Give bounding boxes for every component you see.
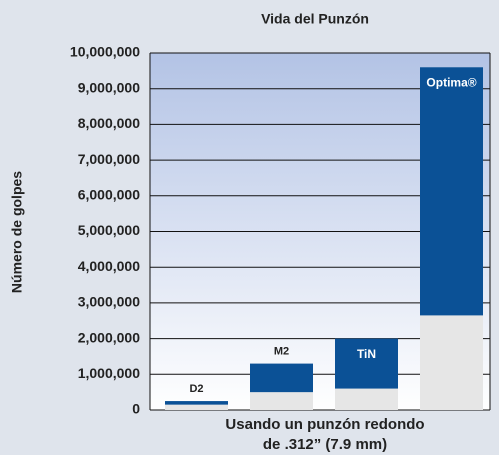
bar-label: TiN	[357, 347, 376, 361]
chart-title: Vida del Punzón	[261, 11, 369, 27]
x-axis-label: de .312” (7.9 mm)	[263, 436, 387, 453]
y-tick-label: 6,000,000	[78, 187, 140, 203]
y-tick-label: 1,000,000	[78, 365, 140, 381]
bar-label: M2	[274, 345, 289, 357]
x-axis-label: Usando un punzón redondo	[225, 416, 424, 433]
y-tick-label: 4,000,000	[78, 258, 140, 274]
bar-segment	[165, 401, 228, 405]
y-tick-label: 10,000,000	[70, 44, 140, 60]
y-tick-label: 8,000,000	[78, 115, 140, 131]
bar-label: Optima®	[426, 75, 476, 89]
bar-segment	[250, 363, 313, 393]
bar-segment	[335, 388, 398, 410]
bar-segment	[250, 392, 313, 410]
y-tick-label: 5,000,000	[78, 222, 140, 238]
y-tick-label: 3,000,000	[78, 294, 140, 310]
y-tick-label: 0	[132, 401, 140, 417]
y-axis-label: Número de golpes	[9, 171, 25, 293]
bar-segment	[165, 404, 228, 410]
bar-segment	[420, 67, 483, 316]
y-tick-label: 7,000,000	[78, 151, 140, 167]
bar-segment	[335, 338, 398, 389]
bar-segment	[420, 315, 483, 410]
y-tick-label: 9,000,000	[78, 79, 140, 95]
bar-label: D2	[189, 383, 203, 395]
y-tick-label: 2,000,000	[78, 329, 140, 345]
